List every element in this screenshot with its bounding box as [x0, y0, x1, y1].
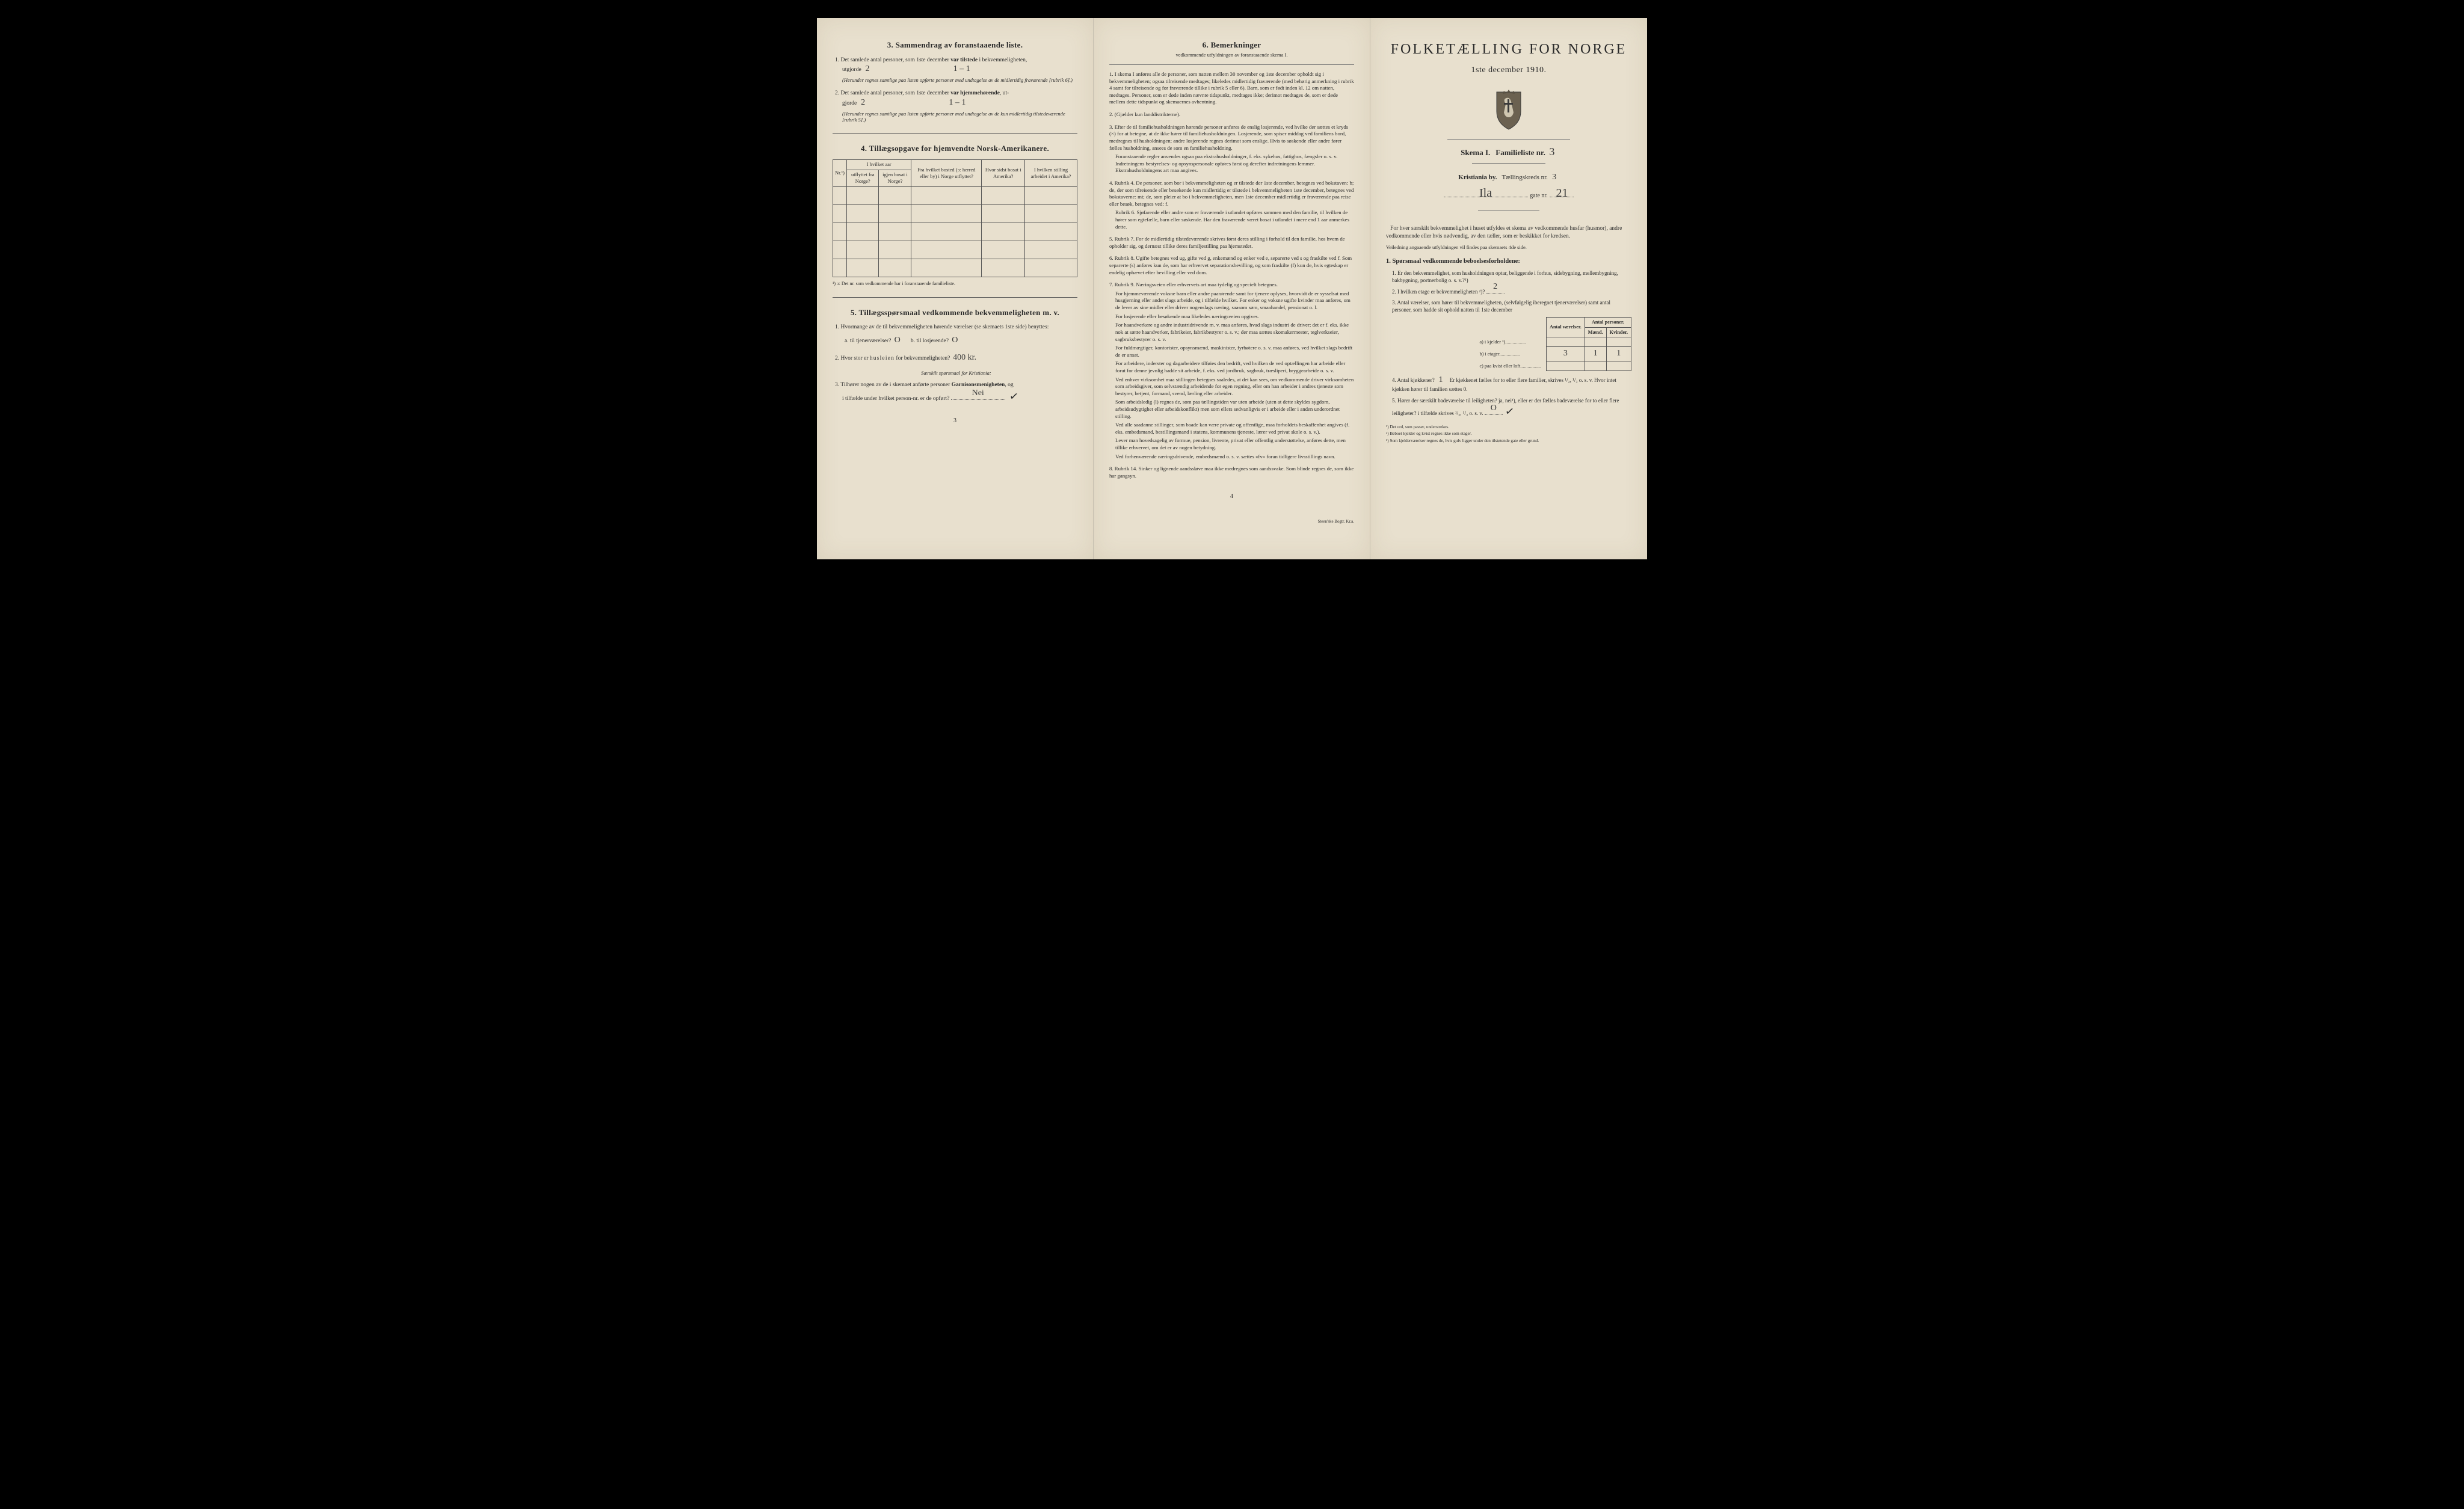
sec3-heading: 3. Sammendrag av foranstaaende liste. — [833, 40, 1077, 51]
skema-line: Skema I. Familieliste nr. 3 — [1386, 144, 1631, 159]
gate-name-hand: Ila — [1444, 185, 1528, 201]
kreds-nr-hand: 3 — [1550, 172, 1559, 183]
q1: 1. Er den bekvemmelighet, som husholdnin… — [1392, 269, 1631, 284]
coat-of-arms-icon — [1491, 87, 1527, 131]
col-kvinder: Kvinder. — [1606, 327, 1631, 337]
page-3: 3. Sammendrag av foranstaaende liste. 1.… — [817, 18, 1094, 559]
col-bosat: igjen bosat i Norge? — [879, 170, 911, 186]
col-bosted: Fra hvilket bosted (ɔ: herred eller by) … — [911, 160, 982, 186]
table-row — [833, 204, 1077, 223]
table-row: a) i kjelder ³)................. — [1476, 337, 1631, 346]
bemerkning-item: 1. I skema I anføres alle de personer, s… — [1109, 71, 1354, 106]
bemerkning-item: 4. Rubrik 4. De personer, som bor i bekv… — [1109, 180, 1354, 230]
table-row — [833, 223, 1077, 241]
table-row: c) paa kvist eller loft................. — [1476, 361, 1631, 370]
sec5-2-hand: 400 kr. — [953, 352, 976, 364]
sec4-heading: 4. Tillægsopgave for hjemvendte Norsk-Am… — [833, 143, 1077, 154]
sec5-item3: 3. Tilhører nogen av de i skemaet anført… — [835, 381, 1077, 404]
sec5-heading: 5. Tillægsspørsmaal vedkommende bekvemme… — [833, 307, 1077, 318]
room-table: Antal værelser. Antal personer. Mænd. Kv… — [1476, 317, 1631, 370]
q4: 4. Antal kjøkkener? 1 Er kjøkkenet fælle… — [1392, 375, 1631, 393]
sec3-item2: 2. Det samlede antal personer, som 1ste … — [835, 90, 1077, 123]
page-num-3: 3 — [833, 417, 1077, 425]
question-list: 1. Er den bekvemmelighet, som husholdnin… — [1386, 269, 1631, 419]
sec5-subnote: Særskilt spørsmaal for Kristiania: — [835, 370, 1077, 376]
document-spread: 3. Sammendrag av foranstaaende liste. 1.… — [817, 18, 1647, 559]
col-stilling: I hvilken stilling arbeidet i Amerika? — [1024, 160, 1077, 186]
sec3-1-hand: 2 — [863, 64, 872, 75]
bemerkning-item: 2. (Gjælder kun landdistrikterne). — [1109, 111, 1354, 118]
table-row — [833, 186, 1077, 204]
sec5-1b-hand: O — [950, 335, 959, 346]
sec3-1-paren: (Herunder regnes samtlige paa listen opf… — [842, 77, 1077, 84]
familieliste-nr-hand: 3 — [1547, 144, 1557, 159]
sec3-2-paren: (Herunder regnes samtlige paa listen opf… — [842, 111, 1077, 123]
page-num-4: 4 — [1109, 493, 1354, 501]
page-4: 6. Bemerkninger vedkommende utfyldningen… — [1094, 18, 1370, 559]
sec3-item1: 1. Det samlede antal personer, som 1ste … — [835, 57, 1077, 84]
q3: 3. Antal værelser, som hører til bekvemm… — [1392, 299, 1631, 313]
printer-line: Steen'ske Bogtr. Kr.a. — [1109, 519, 1354, 524]
gate-line: Ila gate nr. 21 — [1386, 189, 1631, 201]
sec5-3-hand: Nei — [951, 388, 1005, 399]
page-title-page: FOLKETÆLLING FOR NORGE 1ste december 191… — [1370, 18, 1647, 559]
footnote-line: ¹) Det ord, som passer, understrekes. — [1386, 425, 1631, 430]
kristiania-line: Kristiania by. Tællingskreds nr. 3 — [1386, 172, 1631, 183]
question-heading: 1. Spørsmaal vedkommende beboelsesforhol… — [1386, 257, 1631, 266]
sec5-3-check: ✓ — [1008, 389, 1019, 404]
table-row — [833, 259, 1077, 277]
right-footnotes: ¹) Det ord, som passer, understrekes.²) … — [1386, 425, 1631, 444]
sec5-list: 1. Hvormange av de til bekvemmeligheten … — [835, 324, 1077, 404]
bemerkning-item: 5. Rubrik 7. For de midlertidig tilstede… — [1109, 236, 1354, 250]
sec5-item1: 1. Hvormange av de til bekvemmeligheten … — [835, 324, 1077, 346]
bemerkninger-list: 1. I skema I anføres alle de personer, s… — [1109, 71, 1354, 479]
bemerkning-item: 6. Rubrik 8. Ugifte betegnes ved ug, gif… — [1109, 255, 1354, 276]
bemerkning-item: 7. Rubrik 9. Næringsveien eller erhverve… — [1109, 281, 1354, 460]
nortable-body — [833, 186, 1077, 277]
table-row — [833, 241, 1077, 259]
norsk-amerikanere-table: Nr.¹) I hvilket aar Fra hvilket bosted (… — [833, 159, 1077, 277]
col-personer: Antal personer. — [1585, 318, 1631, 327]
main-title: FOLKETÆLLING FOR NORGE — [1386, 40, 1631, 59]
gate-nr-hand: 21 — [1550, 185, 1574, 201]
table-row: b) i etager.................311 — [1476, 346, 1631, 361]
sec3-2-hand: 2 — [858, 97, 868, 109]
bemerkning-item: 8. Rubrik 14. Sinker og lignende aandssl… — [1109, 466, 1354, 479]
q4-hand: 1 — [1436, 375, 1446, 386]
q5: 5. Hører der særskilt badeværelse til le… — [1392, 397, 1631, 419]
q5-hand: O — [1485, 403, 1503, 414]
bemerkning-item: 3. Efter de til familiehusholdningen hør… — [1109, 124, 1354, 174]
col-group-aar: I hvilket aar — [847, 160, 911, 170]
q2-hand: 2 — [1486, 281, 1505, 293]
col-maend: Mænd. — [1585, 327, 1606, 337]
col-sidst: Hvor sidst bosat i Amerika? — [982, 160, 1025, 186]
col-vaerelser: Antal værelser. — [1547, 318, 1585, 337]
sec3-1-tally: 1 – 1 — [953, 64, 970, 75]
q5-check: ✓ — [1505, 404, 1515, 419]
instruction-para: For hver særskilt bekvemmelighet i huset… — [1386, 225, 1631, 251]
sec6-heading: 6. Bemerkninger — [1109, 40, 1354, 51]
col-nr: Nr.¹) — [833, 160, 847, 186]
footnote-line: ³) Som kjelderværelser regnes de, hvis g… — [1386, 438, 1631, 444]
q2: 2. I hvilken etage er bekvemmeligheten ²… — [1392, 287, 1631, 295]
sec3-list: 1. Det samlede antal personer, som 1ste … — [835, 57, 1077, 123]
col-utflyttet: utflyttet fra Norge? — [847, 170, 879, 186]
instruction-note: Veiledning angaaende utfyldningen vil fi… — [1386, 244, 1631, 251]
sub-title: 1ste december 1910. — [1386, 65, 1631, 76]
sec4-footnote: ¹) ɔ: Det nr. som vedkommende har i fora… — [833, 281, 1077, 287]
sec5-1a-hand: O — [893, 335, 902, 346]
footnote-line: ²) Beboet kjelder og kvist regnes ikke s… — [1386, 431, 1631, 437]
sec5-item2: 2. Hvor stor er husleien for bekvemmelig… — [835, 352, 1077, 364]
sec6-subheading: vedkommende utfyldningen av foranstaaend… — [1109, 52, 1354, 58]
sec3-2-tally: 1 – 1 — [949, 97, 966, 109]
